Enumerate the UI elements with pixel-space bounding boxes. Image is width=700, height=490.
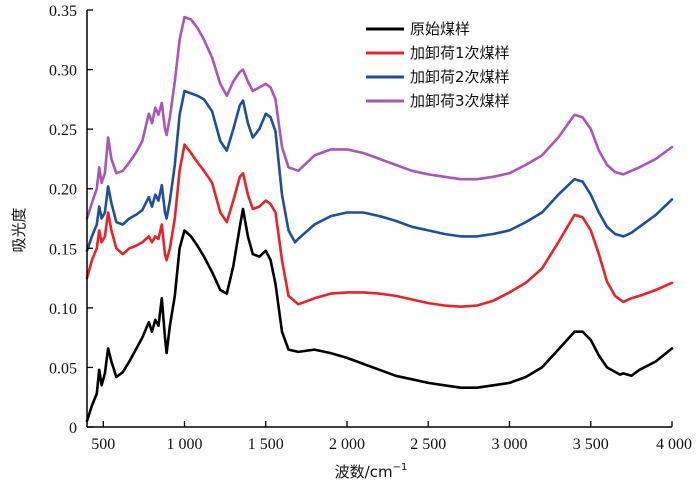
- x-tick-label: 2 500: [410, 436, 446, 453]
- x-tick-label: 3 500: [573, 436, 609, 453]
- series-line-2: [85, 143, 674, 308]
- x-tick-label: 2 000: [329, 436, 365, 453]
- legend-label-2: 加卸荷1次煤样: [410, 44, 510, 62]
- series-lines-group: [85, 15, 674, 423]
- y-tick-label: 0: [69, 420, 77, 437]
- y-tick-label: 0.20: [49, 182, 77, 199]
- x-axis-label: 波数/cm−1: [335, 462, 408, 481]
- legend-label-1: 原始煤样: [410, 20, 470, 38]
- y-tick-label: 0.25: [49, 122, 77, 139]
- y-tick-label: 0.10: [49, 301, 77, 318]
- x-tick-label: 1 500: [248, 436, 284, 453]
- x-axis-label-superscript: −1: [393, 462, 408, 473]
- series-line-1: [85, 207, 674, 423]
- legend-label-4: 加卸荷3次煤样: [410, 92, 510, 110]
- x-tick-label: 3 000: [492, 436, 528, 453]
- x-axis-label-text: 波数/cm: [335, 463, 393, 481]
- legend-label-3: 加卸荷2次煤样: [410, 68, 510, 86]
- x-tick-label: 1 000: [167, 436, 203, 453]
- ticks-group: 0 0.05 0.10 0.15 0.20 0.25 0.30 0.35 500 1 000 1 5…: [49, 3, 692, 453]
- y-tick-label: 0.05: [49, 360, 77, 377]
- x-tick-label: 500: [91, 436, 115, 453]
- y-tick-label: 0.15: [49, 241, 77, 258]
- series-line-3: [85, 89, 674, 252]
- series-line-4: [85, 15, 674, 220]
- y-tick-label: 0.30: [49, 63, 77, 80]
- y-tick-label: 0.35: [49, 3, 77, 20]
- x-tick-label: 4 000: [656, 436, 692, 453]
- y-axis-label: 吸光度: [10, 207, 28, 252]
